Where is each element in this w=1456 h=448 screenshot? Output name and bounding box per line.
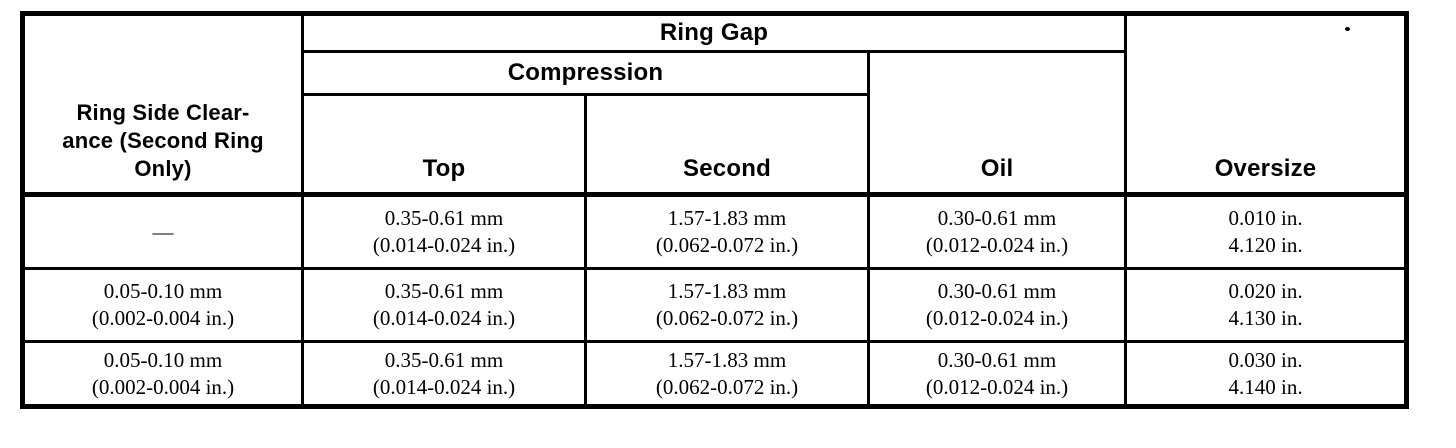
header-ring-gap: Ring Gap (300, 12, 1128, 53)
cell-side-clearance: 0.05-0.10 mm (0.002-0.004 in.) (21, 267, 304, 343)
header-second: Second (584, 93, 870, 197)
cell-gap-oil: 0.30-0.61 mm (0.012-0.024 in.) (866, 340, 1128, 408)
cell-gap-top: 0.35-0.61 mm (0.014-0.024 in.) (301, 193, 587, 270)
header-compression: Compression (301, 50, 870, 96)
table-row: 0.05-0.10 mm (0.002-0.004 in.) 0.35-0.61… (21, 340, 1409, 408)
header-oil: Oil (866, 50, 1128, 197)
cell-gap-top: 0.35-0.61 mm (0.014-0.024 in.) (301, 267, 587, 343)
cell-gap-oil: 0.30-0.61 mm (0.012-0.024 in.) (866, 193, 1128, 270)
header-top: Top (301, 93, 587, 197)
cell-oversize: 0.030 in. 4.140 in. (1124, 340, 1409, 408)
header-row-compression: Compression Oil (23, 50, 1407, 197)
cell-gap-top: 0.35-0.61 mm (0.014-0.024 in.) (301, 340, 587, 408)
table-row: 0.05-0.10 mm (0.002-0.004 in.) 0.35-0.61… (21, 267, 1409, 343)
cell-oversize: 0.020 in. 4.130 in. (1124, 267, 1409, 343)
cell-oversize: 0.010 in. 4.120 in. (1124, 193, 1409, 270)
header-row-columns: Top Second (23, 93, 1407, 197)
cell-gap-second: 1.57-1.83 mm (0.062-0.072 in.) (584, 267, 870, 343)
cell-side-clearance: — (21, 193, 304, 270)
scan-artifact-dot (1345, 27, 1350, 31)
cell-side-clearance: 0.05-0.10 mm (0.002-0.004 in.) (21, 340, 304, 408)
header-oversize: Oversize (1124, 12, 1409, 197)
ring-specifications-table: Ring Side Clear- ance (Second Ring Only)… (20, 11, 1410, 409)
header-row-ring-gap: Ring Side Clear- ance (Second Ring Only)… (21, 12, 1409, 197)
cell-gap-second: 1.57-1.83 mm (0.062-0.072 in.) (584, 193, 870, 270)
cell-gap-oil: 0.30-0.61 mm (0.012-0.024 in.) (866, 267, 1128, 343)
cell-gap-second: 1.57-1.83 mm (0.062-0.072 in.) (584, 340, 870, 408)
header-ring-side-clearance: Ring Side Clear- ance (Second Ring Only) (21, 12, 304, 197)
table-row: — 0.35-0.61 mm (0.014-0.024 in.) 1.57-1.… (21, 193, 1409, 270)
